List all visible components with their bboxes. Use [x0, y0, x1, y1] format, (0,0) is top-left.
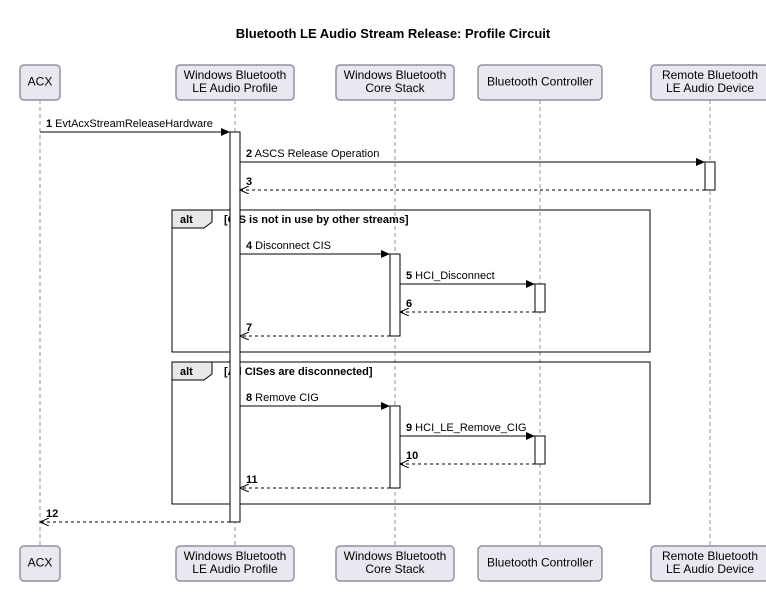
activation-rblad [705, 162, 715, 190]
message-label: 7 [246, 322, 252, 334]
activation-wbcs [390, 254, 400, 336]
participant-label: LE Audio Device [666, 562, 754, 576]
message-label: 8 Remove CIG [246, 392, 319, 404]
message-label: 2 ASCS Release Operation [246, 148, 379, 160]
message-label: 4 Disconnect CIS [246, 240, 331, 252]
participant-label: LE Audio Profile [192, 562, 278, 576]
participant-label: Windows Bluetooth [344, 68, 447, 82]
participant-label: ACX [28, 75, 53, 89]
participant-label: ACX [28, 556, 53, 570]
message-label: 5 HCI_Disconnect [406, 270, 495, 282]
participant-label: Remote Bluetooth [662, 549, 758, 563]
activation-wbcs [390, 406, 400, 488]
participant-label: Bluetooth Controller [487, 556, 593, 570]
message-label: 10 [406, 450, 418, 462]
message-label: 9 HCI_LE_Remove_CIG [406, 422, 526, 434]
participant-label: Core Stack [365, 81, 425, 95]
alt-label: alt [180, 366, 193, 378]
participant-label: Core Stack [365, 562, 425, 576]
message-label: 11 [246, 474, 258, 486]
participant-label: Remote Bluetooth [662, 68, 758, 82]
participant-label: Windows Bluetooth [344, 549, 447, 563]
message-label: 3 [246, 176, 252, 188]
diagram-title: Bluetooth LE Audio Stream Release: Profi… [236, 26, 551, 41]
message-label: 12 [46, 508, 58, 520]
activation-bc [535, 436, 545, 464]
participant-label: Bluetooth Controller [487, 75, 593, 89]
participant-label: Windows Bluetooth [184, 549, 287, 563]
message-label: 1 EvtAcxStreamReleaseHardware [46, 118, 213, 130]
message-label: 6 [406, 298, 412, 310]
activation-wblap [230, 132, 240, 522]
participant-label: LE Audio Profile [192, 81, 278, 95]
sequence-diagram: Bluetooth LE Audio Stream Release: Profi… [10, 10, 766, 605]
alt-guard: [CIS is not in use by other streams] [224, 214, 409, 226]
participant-label: Windows Bluetooth [184, 68, 287, 82]
alt-guard: [All CISes are disconnected] [224, 366, 373, 378]
participant-label: LE Audio Device [666, 81, 754, 95]
activation-bc [535, 284, 545, 312]
alt-label: alt [180, 214, 193, 226]
